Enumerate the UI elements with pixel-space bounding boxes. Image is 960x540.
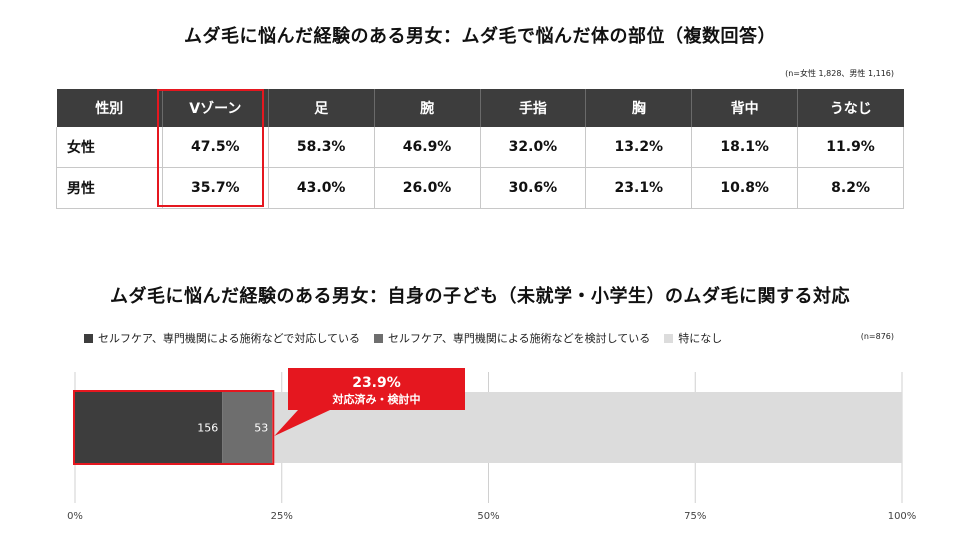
cell-value: 47.5% bbox=[162, 127, 269, 168]
bar-segment-2 bbox=[222, 392, 273, 463]
table-title: ムダ毛に悩んだ経験のある男女：ムダ毛で悩んだ体の部位（複数回答） bbox=[184, 26, 776, 47]
callout-pointer bbox=[274, 410, 330, 436]
header-nape: うなじ bbox=[797, 89, 904, 127]
x-tick-label: 0% bbox=[67, 511, 83, 522]
callout-label: 対応済み・検討中 bbox=[332, 392, 421, 406]
body-part-table: 性別 Vゾーン 足 腕 手指 胸 背中 うなじ 女性 47.5% 58.3% 4… bbox=[56, 89, 904, 209]
cell-value: 23.1% bbox=[585, 167, 693, 209]
x-tick-label: 75% bbox=[684, 511, 706, 522]
table-sample-note: (n=女性 1,828、男性 1,116) bbox=[785, 69, 894, 78]
table-row-male: 男性 35.7% 43.0% 26.0% 30.6% 23.1% 10.8% 8… bbox=[56, 167, 904, 209]
x-tick-label: 50% bbox=[477, 511, 499, 522]
header-chest: 胸 bbox=[585, 89, 693, 127]
segment-data-label: 156 bbox=[197, 422, 218, 435]
header-legs: 足 bbox=[268, 89, 375, 127]
segment-data-label: 53 bbox=[254, 422, 268, 435]
legend-label: 特になし bbox=[678, 332, 723, 345]
table-header-row: 性別 Vゾーン 足 腕 手指 胸 背中 うなじ bbox=[56, 89, 904, 127]
legend-item-considering: セルフケア、専門機関による施術などを検討している bbox=[374, 330, 650, 346]
cell-value: 43.0% bbox=[268, 167, 375, 209]
x-tick-label: 25% bbox=[271, 511, 293, 522]
chart-legend: セルフケア、専門機関による施術などで対応している セルフケア、専門機関による施術… bbox=[84, 330, 722, 346]
chart-title: ムダ毛に悩んだ経験のある男女：自身の子ども（未就学・小学生）のムダ毛に関する対応 bbox=[110, 286, 850, 307]
legend-swatch bbox=[664, 333, 674, 343]
cell-value: 10.8% bbox=[691, 167, 799, 209]
header-arms: 腕 bbox=[374, 89, 481, 127]
header-vzone: Vゾーン bbox=[162, 89, 269, 127]
row-label: 男性 bbox=[56, 167, 163, 209]
header-fingers: 手指 bbox=[480, 89, 587, 127]
legend-item-none: 特になし bbox=[664, 330, 722, 346]
highlight-box bbox=[73, 390, 275, 465]
legend-item-responding: セルフケア、専門機関による施術などで対応している bbox=[84, 330, 360, 346]
bar-segment-1 bbox=[75, 392, 223, 463]
cell-value: 46.9% bbox=[374, 127, 481, 168]
table-row-female: 女性 47.5% 58.3% 46.9% 32.0% 13.2% 18.1% 1… bbox=[56, 127, 904, 168]
legend-label: セルフケア、専門機関による施術などで対応している bbox=[98, 332, 361, 345]
x-tick-label: 100% bbox=[888, 511, 917, 522]
cell-value: 13.2% bbox=[585, 127, 693, 168]
chart-sample-note: (n=876) bbox=[860, 332, 894, 341]
header-gender: 性別 bbox=[56, 89, 163, 127]
header-back: 背中 bbox=[691, 89, 799, 127]
legend-swatch bbox=[84, 333, 93, 343]
cell-value: 32.0% bbox=[480, 127, 587, 168]
cell-value: 30.6% bbox=[480, 167, 587, 209]
callout-box bbox=[288, 368, 465, 410]
cell-value: 8.2% bbox=[797, 167, 904, 209]
callout-value: 23.9% bbox=[352, 375, 401, 391]
cell-value: 35.7% bbox=[162, 167, 269, 209]
row-label: 女性 bbox=[56, 127, 163, 168]
cell-value: 26.0% bbox=[374, 167, 481, 209]
cell-value: 18.1% bbox=[691, 127, 799, 168]
cell-value: 11.9% bbox=[797, 127, 904, 168]
cell-value: 58.3% bbox=[268, 127, 375, 168]
legend-swatch bbox=[374, 333, 384, 343]
legend-label: セルフケア、専門機関による施術などを検討している bbox=[388, 332, 651, 345]
